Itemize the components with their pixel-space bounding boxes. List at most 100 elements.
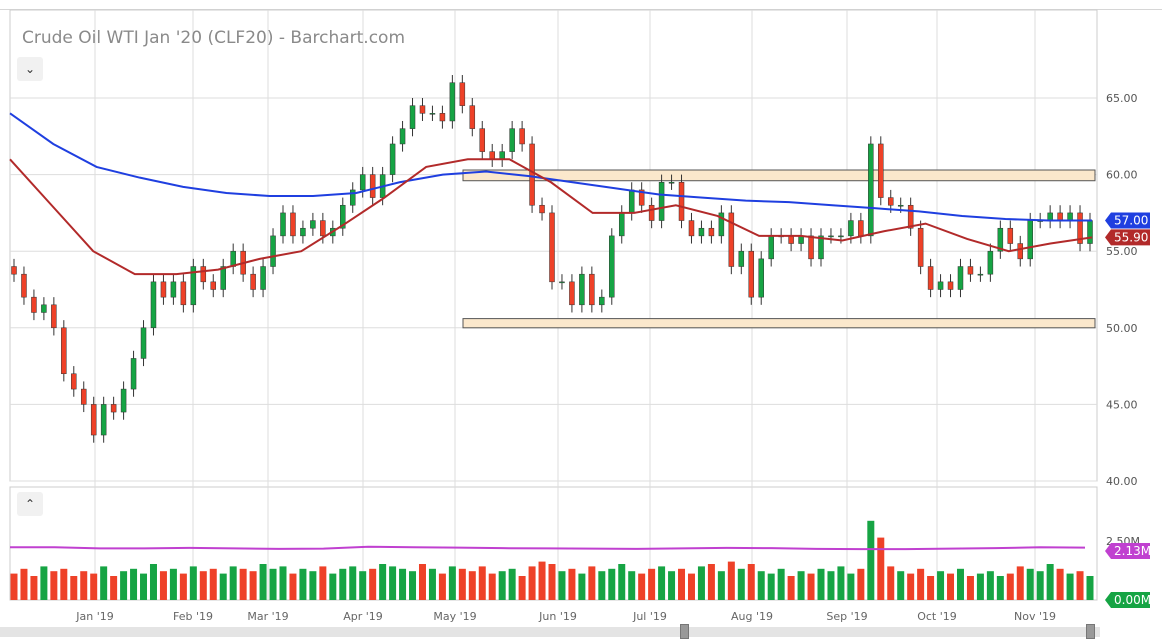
volume-bar bbox=[777, 568, 785, 600]
candle-body bbox=[977, 273, 984, 276]
volume-bar bbox=[658, 566, 666, 600]
volume-bar bbox=[986, 571, 994, 600]
volume-bar bbox=[678, 568, 686, 600]
x-tick-label: Sep '19 bbox=[826, 610, 867, 623]
candle-body bbox=[688, 220, 695, 237]
volume-bar bbox=[130, 568, 138, 600]
y-tick-label: 65.00 bbox=[1106, 92, 1138, 105]
candle-body bbox=[51, 304, 57, 329]
volume-bar bbox=[687, 573, 695, 600]
candle-body bbox=[658, 182, 665, 221]
candle-body bbox=[71, 373, 77, 390]
volume-bar bbox=[837, 566, 845, 600]
x-tick-label: Jan '19 bbox=[75, 610, 113, 623]
collapse-button[interactable]: ⌄ bbox=[17, 57, 43, 81]
candle-body bbox=[957, 266, 964, 290]
candle-body bbox=[80, 388, 87, 405]
candle-body bbox=[529, 143, 535, 206]
candle-body bbox=[559, 281, 565, 284]
volume-bar bbox=[80, 571, 88, 600]
volume-bar bbox=[438, 573, 446, 600]
volume-bar bbox=[797, 571, 805, 600]
volume-bar bbox=[1026, 568, 1034, 600]
candle-body bbox=[599, 296, 605, 306]
candle-body bbox=[489, 151, 495, 160]
candle-body bbox=[589, 273, 595, 306]
candle-body bbox=[260, 266, 266, 290]
volume-bar bbox=[648, 568, 656, 600]
candle-body bbox=[927, 266, 934, 290]
candle-body bbox=[1017, 243, 1024, 260]
volume-bar bbox=[269, 568, 277, 600]
candle-body bbox=[937, 281, 944, 290]
candle-body bbox=[509, 128, 515, 152]
candle-body bbox=[967, 266, 974, 275]
candle-body bbox=[1007, 227, 1014, 244]
volume-bar bbox=[917, 568, 925, 600]
volume-bar bbox=[867, 520, 875, 600]
volume-bar bbox=[508, 568, 516, 600]
volume-bar bbox=[827, 571, 835, 600]
candle-body bbox=[61, 327, 67, 375]
volume-bar bbox=[608, 568, 616, 600]
volume-bar bbox=[907, 573, 915, 600]
volume-bar bbox=[289, 573, 297, 600]
chart-title: Crude Oil WTI Jan '20 (CLF20) - Barchart… bbox=[22, 28, 406, 48]
candle-body bbox=[479, 128, 486, 152]
volume-bar bbox=[638, 573, 646, 600]
candle-body bbox=[1087, 220, 1093, 244]
y-tick-label: 60.00 bbox=[1106, 169, 1138, 182]
volume-bar bbox=[20, 568, 28, 600]
volume-bar bbox=[259, 564, 267, 600]
candle-body bbox=[887, 197, 894, 206]
volume-bar bbox=[379, 564, 387, 600]
candle-body bbox=[678, 182, 685, 221]
candle-body bbox=[389, 143, 396, 175]
candle-body bbox=[399, 128, 406, 145]
x-tick-label: Jul '19 bbox=[632, 610, 667, 623]
ma-slow-value-label-tag bbox=[1105, 212, 1150, 229]
candle-body bbox=[838, 235, 844, 238]
volume-bar bbox=[1046, 564, 1054, 600]
ma-fast-line bbox=[9, 158, 1093, 276]
expand-volume-button[interactable]: ⌃ bbox=[17, 492, 43, 516]
candle-body bbox=[818, 235, 824, 260]
candle-body bbox=[618, 212, 625, 237]
volume-bar bbox=[239, 568, 247, 600]
volume-bar bbox=[249, 571, 257, 600]
volume-bar bbox=[90, 573, 98, 600]
volume-bar bbox=[1086, 576, 1094, 600]
volume-bar bbox=[518, 576, 526, 600]
volume-bar bbox=[339, 568, 347, 600]
volume-bar bbox=[668, 571, 676, 600]
volume-bar bbox=[966, 576, 974, 600]
volume-bar bbox=[558, 571, 566, 600]
volume-bar bbox=[1066, 573, 1074, 600]
candle-body bbox=[848, 220, 854, 237]
volume-bar bbox=[897, 571, 905, 600]
volume-bar bbox=[1016, 566, 1024, 600]
volume-bar bbox=[468, 571, 476, 600]
candle-body bbox=[21, 273, 27, 298]
candle-body bbox=[897, 204, 904, 207]
candle-body bbox=[519, 128, 525, 145]
volume-bar bbox=[309, 571, 317, 600]
candle-body bbox=[459, 82, 466, 106]
volume-bar bbox=[757, 571, 765, 600]
time-scrollbar[interactable] bbox=[0, 627, 1100, 637]
candle-body bbox=[917, 227, 924, 267]
volume-average-line bbox=[10, 545, 1086, 551]
candle-body bbox=[110, 404, 117, 413]
volume-bar bbox=[60, 568, 68, 600]
candle-body bbox=[628, 189, 635, 214]
candle-body bbox=[1047, 212, 1053, 221]
candle-body bbox=[609, 235, 615, 298]
candle-body bbox=[190, 266, 197, 306]
candle-body bbox=[499, 151, 505, 160]
volume-bar bbox=[877, 537, 885, 600]
volume-bar bbox=[1076, 571, 1084, 600]
ma-slow-value-label: 57.00 bbox=[1114, 214, 1148, 228]
volume-bar bbox=[50, 571, 58, 600]
candle-body bbox=[100, 404, 107, 436]
